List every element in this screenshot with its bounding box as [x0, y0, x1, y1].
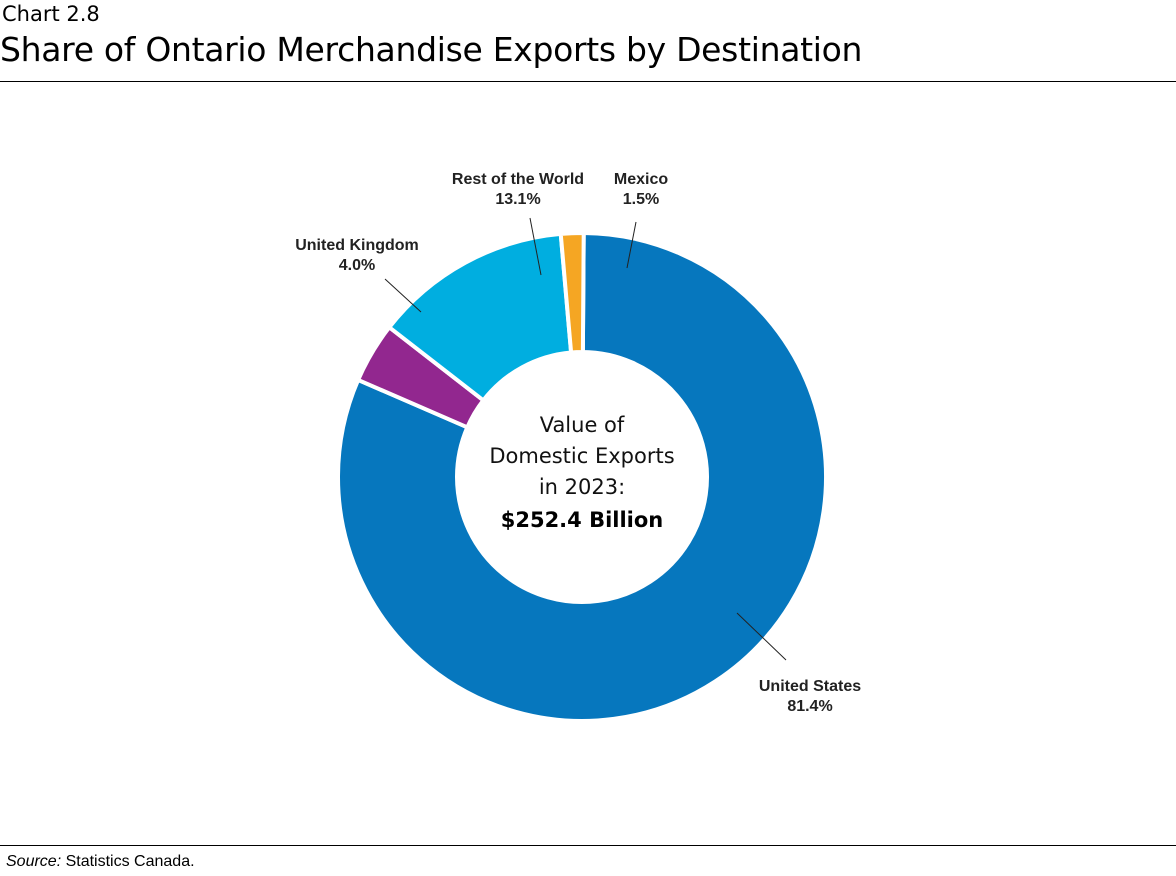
donut-slices: [336, 230, 828, 723]
label-united-kingdom-pct: 4.0%: [339, 257, 375, 274]
label-united-states-pct: 81.4%: [787, 698, 832, 715]
label-rest-of-world-name: Rest of the World: [452, 171, 584, 188]
source-text: Statistics Canada.: [61, 853, 195, 870]
leader-line-mexico: [626, 221, 637, 269]
source-note: Source: Statistics Canada.: [6, 853, 195, 871]
center-line-1: Value of: [540, 413, 625, 437]
top-divider: [0, 81, 1176, 82]
label-mexico-name: Mexico: [614, 171, 668, 188]
bottom-divider: [0, 845, 1176, 846]
label-united-kingdom-name: United Kingdom: [295, 237, 419, 254]
source-label: Source:: [6, 853, 62, 870]
label-united-states-name: United States: [759, 678, 861, 695]
leader-line-united-kingdom: [384, 278, 422, 313]
chart-title: Share of Ontario Merchandise Exports by …: [0, 30, 863, 69]
center-line-2: Domestic Exports: [489, 444, 674, 468]
center-line-3: in 2023:: [539, 475, 625, 499]
label-rest-of-world-pct: 13.1%: [495, 191, 540, 208]
chart-number: Chart 2.8: [2, 2, 100, 26]
label-mexico-pct: 1.5%: [623, 191, 659, 208]
slice-united-states: [336, 230, 828, 723]
center-total-value: $252.4 Billion: [501, 508, 664, 532]
leader-line-united-states: [736, 612, 787, 661]
leader-line-rest-of-world: [529, 217, 542, 276]
slice-mexico: [558, 231, 586, 355]
